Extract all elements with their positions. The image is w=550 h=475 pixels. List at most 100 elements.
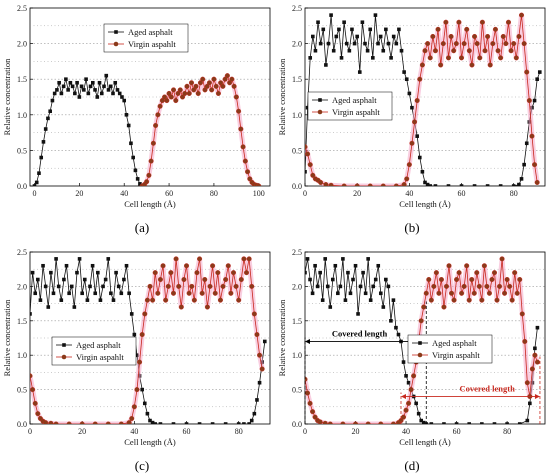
data-point-virgin xyxy=(471,290,477,296)
data-point-aged xyxy=(140,387,144,392)
data-point-aged xyxy=(446,184,451,186)
data-point-virgin xyxy=(251,311,257,317)
data-point-virgin xyxy=(175,90,181,96)
x-tick-label: 80 xyxy=(510,189,518,198)
data-point-aged xyxy=(326,41,331,46)
data-point-virgin xyxy=(517,277,523,283)
y-tick-label: 1.0 xyxy=(292,111,302,120)
data-point-aged xyxy=(537,70,542,74)
data-point-virgin xyxy=(165,283,171,289)
data-point-virgin xyxy=(152,270,158,276)
x-tick-label: 0 xyxy=(28,427,32,436)
data-point-aged xyxy=(43,127,48,131)
data-point-aged xyxy=(51,291,56,296)
data-point-aged xyxy=(120,95,124,99)
data-point-aged xyxy=(124,263,129,268)
data-point-aged xyxy=(62,277,66,282)
data-point-virgin xyxy=(461,41,467,47)
data-point-virgin xyxy=(254,332,260,338)
data-point-virgin xyxy=(200,76,206,82)
legend-label-virgin: Virgin aspahlt xyxy=(128,39,176,49)
data-point-virgin xyxy=(378,421,384,424)
data-point-aged xyxy=(394,41,399,46)
data-point-aged xyxy=(153,422,158,424)
data-point-aged xyxy=(397,27,401,32)
data-point-virgin xyxy=(53,421,59,424)
annotation-label: Covered length xyxy=(332,328,388,338)
data-point-virgin xyxy=(194,270,200,276)
x-tick-label: 20 xyxy=(352,427,360,436)
data-point-virgin xyxy=(30,387,36,393)
data-point-aged xyxy=(533,346,537,351)
y-tick-label: 0.0 xyxy=(17,420,27,429)
data-point-aged xyxy=(423,180,427,185)
data-point-virgin xyxy=(524,380,530,386)
data-point-virgin xyxy=(249,283,255,289)
data-point-virgin xyxy=(213,83,219,89)
data-point-aged xyxy=(93,88,97,92)
y-tick-label: 1.5 xyxy=(17,75,27,84)
data-point-aged xyxy=(428,184,433,186)
data-point-virgin xyxy=(166,90,172,96)
y-tick-label: 1.5 xyxy=(292,317,302,326)
data-point-virgin xyxy=(524,69,530,75)
data-point-virgin xyxy=(367,183,373,186)
data-point-aged xyxy=(145,411,150,416)
data-point-aged xyxy=(77,257,82,261)
data-point-virgin xyxy=(438,62,444,68)
data-point-aged xyxy=(85,298,90,302)
data-point-aged xyxy=(429,422,434,424)
data-point-aged xyxy=(357,70,362,74)
data-point-virgin xyxy=(514,290,520,296)
data-point-virgin xyxy=(519,12,525,18)
data-point-aged xyxy=(341,257,345,261)
y-tick-label: 2.0 xyxy=(17,282,27,291)
data-point-aged xyxy=(88,84,93,89)
data-point-virgin xyxy=(171,87,177,93)
data-point-aged xyxy=(79,84,84,89)
data-point-aged xyxy=(318,41,323,46)
data-point-aged xyxy=(365,48,370,53)
data-point-virgin xyxy=(469,62,475,68)
data-point-aged xyxy=(433,184,438,186)
data-point-aged xyxy=(371,284,376,289)
data-point-virgin xyxy=(481,263,487,269)
data-point-aged xyxy=(135,353,139,357)
y-tick-label: 0.0 xyxy=(292,420,302,429)
data-point-aged xyxy=(310,291,315,296)
data-point-virgin xyxy=(217,297,223,303)
data-point-aged xyxy=(252,411,257,416)
data-point-virgin xyxy=(305,390,311,396)
data-point-aged xyxy=(311,34,315,39)
data-point-aged xyxy=(61,84,66,89)
data-point-virgin xyxy=(449,290,455,296)
data-point-virgin xyxy=(532,352,538,358)
data-point-virgin xyxy=(225,263,231,269)
data-point-virgin xyxy=(144,179,150,185)
legend-label-virgin: Virgin aspahlt xyxy=(76,352,124,362)
data-point-virgin xyxy=(144,297,150,303)
data-point-virgin xyxy=(492,26,498,32)
x-tick-label: 20 xyxy=(78,427,86,436)
data-point-virgin xyxy=(472,33,478,39)
plot-data xyxy=(305,12,542,186)
data-point-aged xyxy=(305,105,310,110)
data-point-virgin xyxy=(230,270,236,276)
data-point-aged xyxy=(129,141,133,146)
data-point-aged xyxy=(337,27,341,32)
data-point-aged xyxy=(525,418,530,423)
data-point-virgin xyxy=(507,283,513,289)
data-point-aged xyxy=(535,77,539,81)
data-point-virgin xyxy=(469,277,475,283)
data-point-virgin xyxy=(188,80,194,86)
data-point-aged xyxy=(115,88,120,92)
data-point-aged xyxy=(396,332,401,337)
data-point-virgin xyxy=(513,55,519,61)
data-point-aged xyxy=(492,422,497,424)
data-point-virgin xyxy=(433,270,439,276)
data-point-aged xyxy=(129,312,134,316)
data-point-virgin xyxy=(432,48,438,54)
data-point-aged xyxy=(350,27,354,32)
legend-label-aged: Aged asphalt xyxy=(432,338,477,348)
data-point-virgin xyxy=(257,352,263,358)
